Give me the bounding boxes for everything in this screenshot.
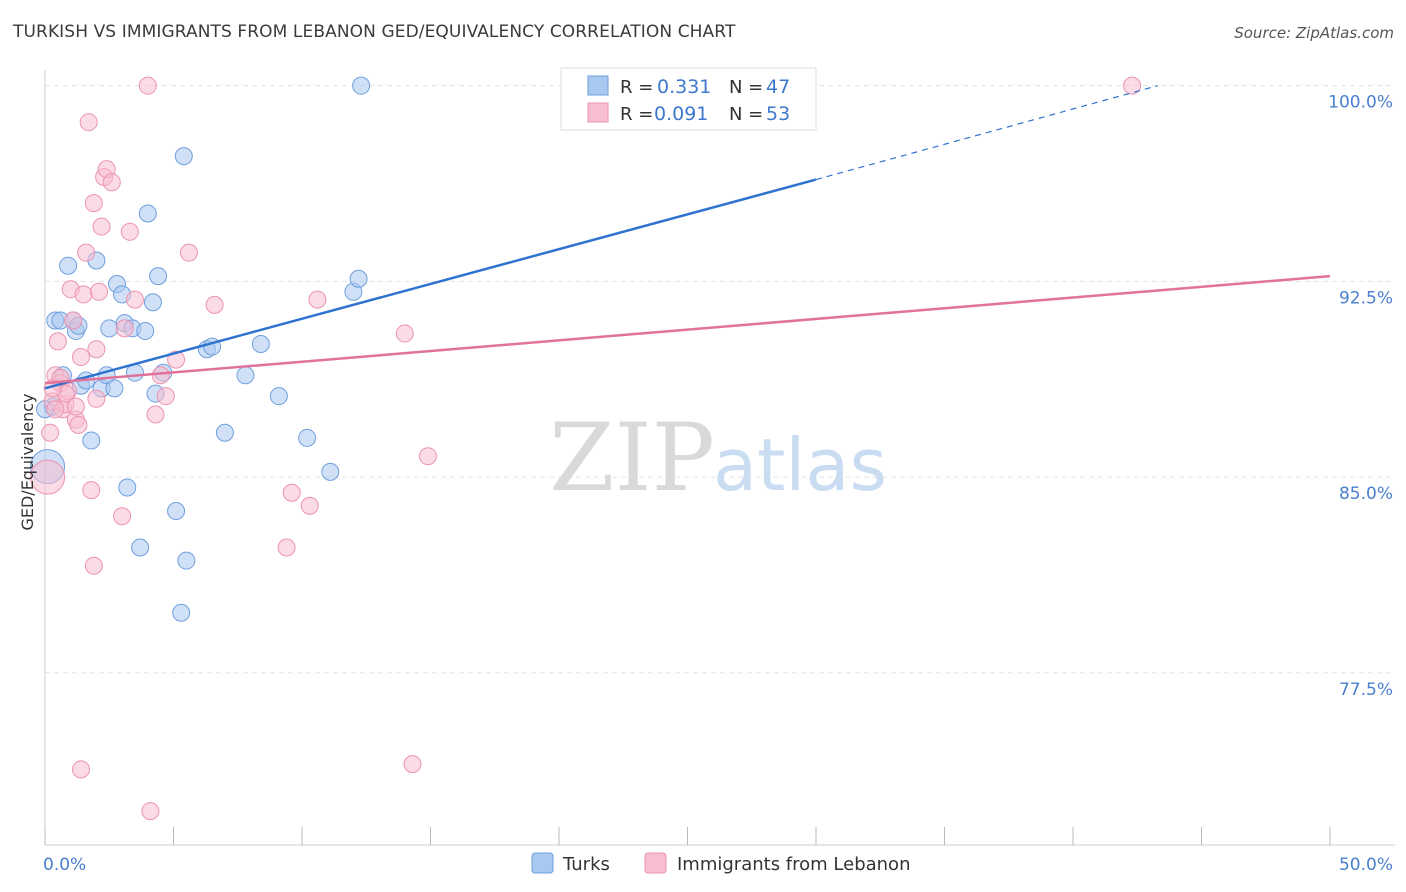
stats-swatch-turks xyxy=(587,75,609,96)
lebanon-point-52 xyxy=(87,340,106,359)
legend-swatch-turks xyxy=(531,852,554,874)
x-tick-label-1: 50.0% xyxy=(1339,855,1393,875)
stats-r-value-lebanon: 0.091 xyxy=(654,103,708,125)
lebanon-point-21 xyxy=(92,217,111,236)
lebanon-point-32 xyxy=(151,366,170,385)
stats-n-label-turks: N = xyxy=(729,77,763,98)
turks-point-38 xyxy=(251,334,270,353)
legend-swatch-lebanon xyxy=(644,852,667,874)
turks-point-25 xyxy=(138,204,157,223)
lebanon-point-19 xyxy=(87,389,106,408)
stats-r-label-turks: R = xyxy=(620,77,653,98)
stats-n-label-lebanon: N = xyxy=(729,104,763,125)
turks-point-15 xyxy=(100,319,119,338)
lebanon-point-15 xyxy=(77,243,96,262)
tick-labels: 100.0% 92.5% 85.0% 77.5% 0.0% 50.0% xyxy=(43,93,1393,875)
watermark: ZIP atlas xyxy=(549,404,887,513)
lebanon-point-34 xyxy=(167,350,186,369)
turks-point-16 xyxy=(105,379,124,398)
turks-point-5 xyxy=(59,256,78,275)
lebanon-point-31 xyxy=(146,405,165,424)
lebanon-point-4 xyxy=(48,332,67,351)
lebanon-point-40 xyxy=(308,290,327,309)
turks-point-20 xyxy=(118,478,137,497)
legend-label-lebanon: Immigrants from Lebanon xyxy=(677,854,910,875)
stats-n-value-lebanon: 53 xyxy=(766,103,790,125)
lebanon-point-42 xyxy=(403,755,422,774)
turks-point-31 xyxy=(172,603,191,622)
lebanon-point-10 xyxy=(64,311,83,330)
y-tick-label-3: 77.5% xyxy=(1339,680,1393,700)
stats-n-value-turks: 47 xyxy=(766,76,790,98)
chart-source: Source: ZipAtlas.com xyxy=(1234,24,1394,42)
y-axis-label: GED/Equivalency xyxy=(18,393,37,530)
lebanon-point-33 xyxy=(156,387,175,406)
data-points xyxy=(30,76,1142,821)
y-tick-label-0: 100.0% xyxy=(1328,93,1393,113)
lebanon-point-41 xyxy=(395,324,414,343)
y-tick-label-1: 92.5% xyxy=(1339,288,1393,308)
turks-point-39 xyxy=(269,387,288,406)
turks-point-40 xyxy=(298,428,317,447)
lebanon-point-1 xyxy=(41,423,60,442)
lebanon-regression-line xyxy=(44,274,1331,385)
lebanon-point-37 xyxy=(282,483,301,502)
chart-title: TURKISH VS IMMIGRANTS FROM LEBANON GED/E… xyxy=(13,22,736,42)
lebanon-point-12 xyxy=(69,415,88,434)
turks-point-43 xyxy=(349,269,368,288)
lebanon-point-48 xyxy=(1123,76,1142,95)
lebanon-point-25 xyxy=(84,194,103,213)
stats-r-label-lebanon: R = xyxy=(620,104,653,125)
turks-point-32 xyxy=(174,147,193,166)
lebanon-point-18 xyxy=(84,556,103,575)
legend-label-turks: Turks xyxy=(562,854,610,875)
turks-regression-line xyxy=(44,178,817,390)
regression-lines xyxy=(44,85,1331,390)
lebanon-point-44 xyxy=(141,802,160,821)
lebanon-point-24 xyxy=(102,173,121,192)
turks-point-30 xyxy=(167,501,186,520)
turks-point-41 xyxy=(321,462,340,481)
lebanon-point-27 xyxy=(115,319,134,338)
lebanon-point-0 xyxy=(30,459,66,495)
lebanon-point-38 xyxy=(277,538,296,557)
turks-regression-extension xyxy=(815,85,1158,181)
lebanon-point-35 xyxy=(179,243,198,262)
lebanon-point-30 xyxy=(138,76,157,95)
turks-point-37 xyxy=(236,366,255,385)
watermark-atlas: atlas xyxy=(713,423,887,507)
lebanon-point-29 xyxy=(125,290,144,309)
turks-point-24 xyxy=(136,321,155,340)
lebanon-point-26 xyxy=(113,507,132,526)
lebanon-point-49 xyxy=(46,400,65,419)
lebanon-point-45 xyxy=(71,760,90,779)
turks-point-26 xyxy=(143,293,162,312)
lebanon-point-50 xyxy=(66,397,85,416)
turks-point-11 xyxy=(82,431,101,450)
lebanon-point-13 xyxy=(71,348,90,367)
lebanon-point-39 xyxy=(300,496,319,515)
stats-swatch-lebanon xyxy=(587,102,609,123)
turks-point-33 xyxy=(177,551,196,570)
lebanon-point-20 xyxy=(89,282,108,301)
stats-r-value-turks: 0.331 xyxy=(657,76,711,98)
lebanon-point-17 xyxy=(82,481,101,500)
lebanon-point-36 xyxy=(205,295,224,314)
lebanon-point-16 xyxy=(79,113,98,132)
turks-point-44 xyxy=(352,76,371,95)
lebanon-point-14 xyxy=(74,285,93,304)
turks-point-23 xyxy=(131,538,150,557)
turks-point-36 xyxy=(215,423,234,442)
lebanon-point-28 xyxy=(120,222,139,241)
x-tick-label-0: 0.0% xyxy=(43,855,86,875)
stats-legend: R = 0.331 N = 47 R = 0.091 N = 53 xyxy=(560,67,817,131)
turks-point-28 xyxy=(149,267,168,286)
bottom-legend: Turks Immigrants from Lebanon xyxy=(531,852,910,875)
y-tick-label-2: 85.0% xyxy=(1339,484,1393,504)
watermark-zip: ZIP xyxy=(549,404,715,513)
lebanon-point-43 xyxy=(418,447,437,466)
